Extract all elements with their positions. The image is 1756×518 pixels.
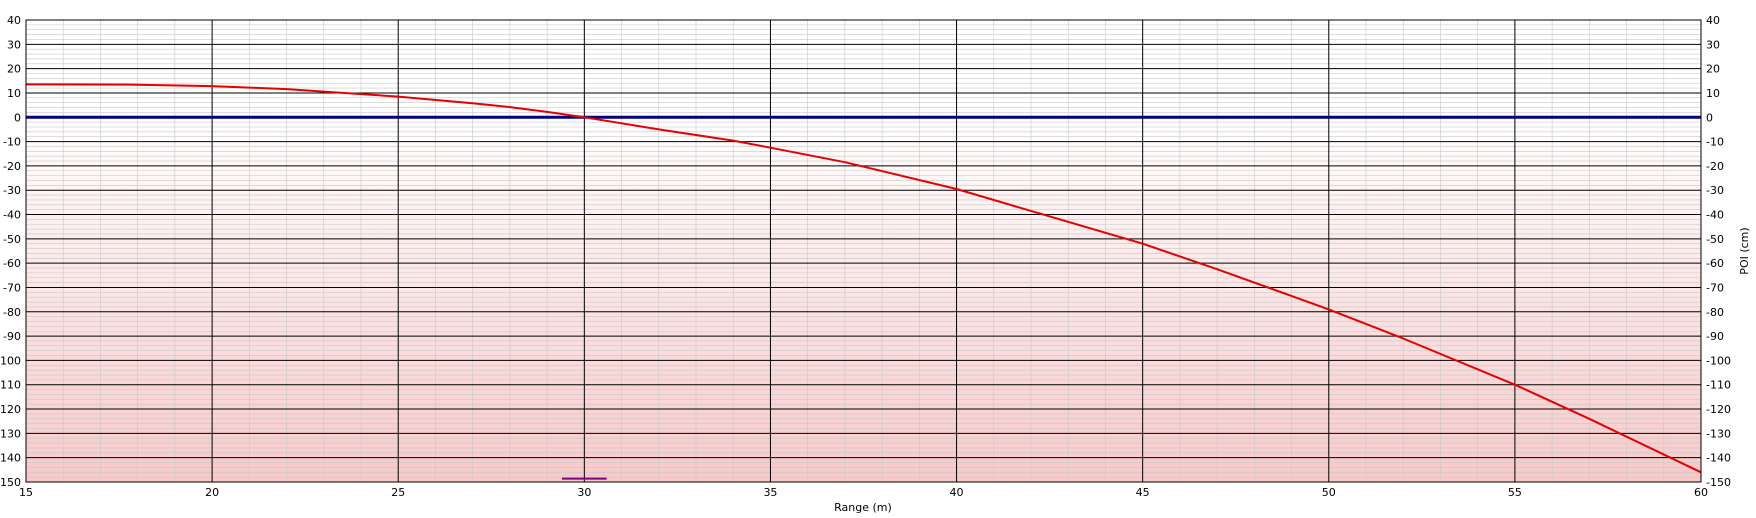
y-tick-label-left: -100 (0, 354, 21, 367)
x-tick-label: 35 (763, 486, 777, 499)
y-tick-label-left: 30 (7, 38, 21, 51)
x-tick-label: 60 (1694, 486, 1708, 499)
x-tick-label: 40 (950, 486, 964, 499)
x-tick-label: 55 (1508, 486, 1522, 499)
y-tick-labels-left: 40 30 20 10 0 -10 -20 -30 -40 -50 -60 -70 -80 -90 -100… (0, 14, 21, 489)
x-tick-label: 50 (1322, 486, 1336, 499)
y-tick-label-left: -40 (3, 209, 21, 222)
y-tick-label-right: -100 (1706, 354, 1731, 367)
y-tick-label-left: 40 (7, 14, 21, 27)
y-tick-label-left: 20 (7, 63, 21, 76)
y-tick-label-right: -130 (1706, 427, 1731, 440)
y-tick-label-right: 20 (1706, 63, 1720, 76)
below-zero-area (26, 117, 1701, 483)
y-tick-label-left: -140 (0, 452, 21, 465)
y-tick-label-right: -110 (1706, 379, 1731, 392)
minor-grid (26, 20, 1701, 482)
y-tick-label-right: -60 (1706, 257, 1724, 270)
x-tick-label: 20 (205, 486, 219, 499)
y-tick-label-left: -50 (3, 233, 21, 246)
y-tick-label-right: -150 (1706, 476, 1731, 489)
y-tick-label-right: 0 (1706, 111, 1713, 124)
series-line-0 (25, 83, 1702, 474)
y-tick-label-left: 0 (14, 111, 21, 124)
y-tick-label-right: -10 (1706, 136, 1724, 149)
y-tick-label-left: -90 (3, 330, 21, 343)
y-tick-label-left: -150 (0, 476, 21, 489)
y-tick-label-left: -60 (3, 257, 21, 270)
x-tick-label: 45 (1136, 486, 1150, 499)
y-tick-label-right: 40 (1706, 14, 1720, 27)
y-tick-label-right: -90 (1706, 330, 1724, 343)
x-axis-label: Range (m) (834, 501, 892, 514)
y-tick-label-right: -30 (1706, 184, 1724, 197)
y-tick-label-right: -120 (1706, 403, 1731, 416)
y-tick-label-right: 30 (1706, 38, 1720, 51)
x-tick-label: 15 (19, 486, 33, 499)
x-tick-labels: 15 20 25 30 35 40 45 50 55 60 (19, 486, 1708, 499)
major-grid (25, 19, 1702, 483)
x-tick-label: 30 (577, 486, 591, 499)
y-axis-label: POI (cm) (1738, 227, 1751, 274)
y-tick-label-left: -70 (3, 281, 21, 294)
y-tick-label-right: -70 (1706, 281, 1724, 294)
y-tick-label-left: -110 (0, 379, 21, 392)
y-tick-label-left: -130 (0, 427, 21, 440)
y-tick-label-left: -20 (3, 160, 21, 173)
series-layer (25, 83, 1702, 474)
y-tick-label-right: 10 (1706, 87, 1720, 100)
y-tick-label-right: -20 (1706, 160, 1724, 173)
y-tick-label-left: -10 (3, 136, 21, 149)
x-tick-label: 25 (391, 486, 405, 499)
y-tick-label-right: -80 (1706, 306, 1724, 319)
plot-frame (25, 19, 1702, 483)
y-tick-label-left: -30 (3, 184, 21, 197)
y-tick-label-left: -120 (0, 403, 21, 416)
y-tick-label-right: -40 (1706, 209, 1724, 222)
y-tick-label-right: -50 (1706, 233, 1724, 246)
y-tick-label-left: 10 (7, 87, 21, 100)
y-tick-label-left: -80 (3, 306, 21, 319)
y-tick-labels-right: 40 30 20 10 0 -10 -20 -30 -40 -50 -60 -70 -80 -90 -100… (1706, 14, 1731, 489)
y-tick-label-right: -140 (1706, 452, 1731, 465)
